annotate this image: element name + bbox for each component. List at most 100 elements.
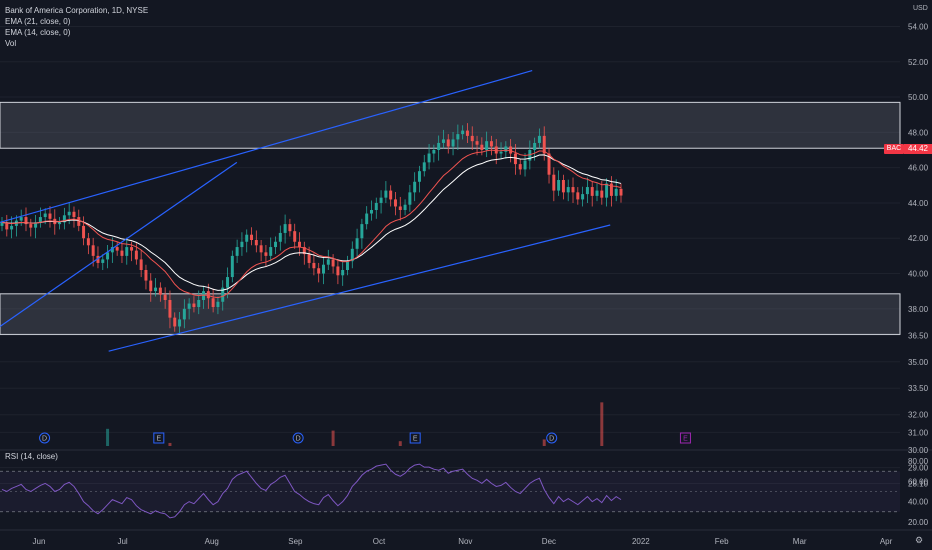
volume-bar bbox=[542, 439, 546, 446]
candle-body bbox=[485, 141, 489, 150]
ema21-legend[interactable]: EMA (21, close, 0) bbox=[5, 17, 71, 26]
candle-body bbox=[609, 183, 613, 196]
candle-body bbox=[302, 247, 306, 255]
ema-lines bbox=[1, 149, 622, 299]
candle-body bbox=[451, 139, 455, 147]
candle-body bbox=[67, 211, 71, 216]
candle-body bbox=[283, 224, 287, 233]
time-tick-label: Sep bbox=[288, 537, 303, 546]
event-label: E bbox=[156, 436, 161, 443]
price-axis[interactable]: 54.00 52.00 50.00 48.00 46.00 44.00 42.00 40.00… bbox=[908, 22, 929, 488]
rsi-legend[interactable]: RSI (14, close) bbox=[5, 452, 58, 461]
rsi-axis[interactable]: 80.00 60.00 40.00 20.00 bbox=[908, 457, 929, 527]
candle-body bbox=[576, 192, 580, 200]
candle-body bbox=[10, 225, 14, 230]
trendline bbox=[0, 161, 238, 327]
price-tick-label: 44.00 bbox=[908, 199, 929, 208]
candle-body bbox=[134, 250, 138, 260]
candlesticks bbox=[0, 123, 623, 334]
price-tick-label: 32.00 bbox=[908, 411, 929, 420]
candle-body bbox=[149, 280, 153, 292]
candle-body bbox=[461, 130, 465, 135]
price-tick-label: 48.00 bbox=[908, 128, 929, 137]
price-tick-label: 46.00 bbox=[908, 164, 929, 173]
currency-label[interactable]: USD bbox=[913, 5, 928, 12]
candle-body bbox=[528, 150, 532, 161]
candle-body bbox=[254, 240, 258, 246]
time-tick-label: Aug bbox=[205, 537, 219, 546]
candle-body bbox=[489, 141, 493, 147]
candle-body bbox=[77, 217, 81, 226]
ema14-legend[interactable]: EMA (14, close, 0) bbox=[5, 28, 71, 37]
candle-body bbox=[355, 238, 359, 249]
candle-body bbox=[19, 217, 23, 221]
trendline bbox=[108, 224, 611, 352]
rsi-tick-label: 20.00 bbox=[908, 518, 929, 527]
candle-body bbox=[278, 232, 282, 242]
event-label: D bbox=[296, 436, 301, 443]
candle-body bbox=[269, 247, 273, 256]
candle-body bbox=[417, 171, 421, 182]
symbol-title[interactable]: Bank of America Corporation, 1D, NYSE bbox=[5, 6, 149, 15]
candle-body bbox=[91, 245, 95, 256]
candle-body bbox=[178, 319, 182, 327]
candle-body bbox=[163, 294, 167, 300]
candle-body bbox=[322, 264, 325, 274]
candle-body bbox=[96, 255, 100, 263]
candle-body bbox=[475, 141, 479, 145]
trendline bbox=[0, 70, 533, 223]
ticker-tag: BAC bbox=[884, 144, 904, 154]
candle-body bbox=[72, 211, 76, 218]
resistance-zone bbox=[0, 101, 901, 149]
candle-body bbox=[206, 291, 210, 299]
candle-body bbox=[365, 213, 369, 225]
price-tick-label: 35.00 bbox=[908, 358, 929, 367]
ema14-line bbox=[1, 149, 622, 299]
candle-body bbox=[432, 150, 436, 154]
price-tick-label: 52.00 bbox=[908, 58, 929, 67]
price-tick-label: 40.00 bbox=[908, 270, 929, 279]
candle-body bbox=[581, 194, 585, 200]
dividend-marker bbox=[546, 432, 558, 444]
candle-body bbox=[250, 234, 254, 240]
candle-body bbox=[106, 252, 110, 260]
gear-icon[interactable]: ⚙ bbox=[914, 535, 924, 545]
price-tick-label: 31.00 bbox=[908, 428, 929, 437]
candle-body bbox=[187, 303, 191, 309]
volume-bar bbox=[331, 430, 335, 446]
time-tick-label: Apr bbox=[880, 537, 893, 546]
candle-body bbox=[86, 238, 90, 246]
trendlines[interactable] bbox=[0, 70, 611, 352]
dividend-marker bbox=[39, 432, 51, 444]
event-label: D bbox=[549, 436, 554, 443]
volume-bars bbox=[106, 402, 604, 446]
price-tick-label: 42.00 bbox=[908, 234, 929, 243]
price-zones bbox=[0, 101, 901, 335]
rsi-line bbox=[1, 463, 622, 519]
vol-legend[interactable]: Vol bbox=[5, 39, 17, 48]
price-tick-label: 33.50 bbox=[908, 384, 929, 393]
candle-body bbox=[293, 231, 297, 242]
time-axis[interactable]: Jun Jul Aug Sep Oct Nov Dec 2022 Feb Mar Apr bbox=[33, 537, 893, 546]
candle-body bbox=[221, 287, 225, 302]
candle-body bbox=[398, 206, 402, 210]
candle-body bbox=[499, 151, 503, 154]
candle-body bbox=[274, 241, 277, 248]
candle-body bbox=[110, 247, 114, 253]
candle-body bbox=[264, 252, 268, 256]
candle-body bbox=[139, 259, 143, 270]
candle-body bbox=[240, 241, 244, 248]
candle-body bbox=[144, 270, 148, 281]
time-tick-label: 2022 bbox=[632, 537, 650, 546]
candle-body bbox=[590, 187, 594, 196]
candle-body bbox=[115, 247, 119, 251]
time-tick-label: Mar bbox=[793, 537, 807, 546]
event-label: E bbox=[683, 436, 688, 443]
candle-body bbox=[379, 197, 383, 203]
candle-body bbox=[350, 248, 354, 262]
candle-body bbox=[298, 241, 301, 248]
candle-body bbox=[600, 190, 604, 198]
candle-body bbox=[504, 146, 508, 152]
